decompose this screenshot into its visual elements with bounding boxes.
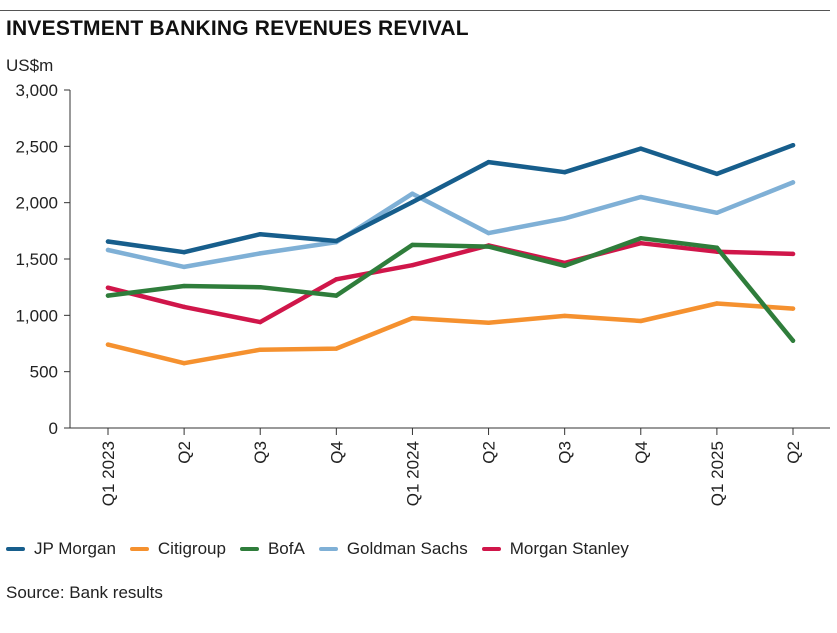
x-tick-label: Q2 xyxy=(480,441,499,464)
x-tick-label: Q3 xyxy=(251,441,270,464)
data-point-goldman-sachs xyxy=(410,191,415,196)
data-point-goldman-sachs xyxy=(486,230,491,236)
legend-swatch xyxy=(318,547,338,551)
legend-swatch xyxy=(129,547,149,551)
data-point-goldman-sachs xyxy=(790,180,796,185)
data-point-goldman-sachs xyxy=(714,210,720,216)
data-point-bofa xyxy=(181,283,187,289)
legend-label: BofA xyxy=(267,539,305,558)
x-tick-label: Q4 xyxy=(632,441,651,464)
legend: JP Morgan Citigroup BofA Goldman Sachs M… xyxy=(6,539,643,559)
y-tick-label: 3,000 xyxy=(15,81,58,100)
data-point-morgan-stanley xyxy=(790,251,796,257)
data-point-goldman-sachs xyxy=(181,264,187,270)
data-point-jp-morgan xyxy=(410,199,415,205)
legend-item-bofa: BofA xyxy=(239,539,305,559)
series-line-morgan-stanley xyxy=(105,240,796,325)
legend-item-goldman-sachs: Goldman Sachs xyxy=(318,539,468,559)
data-point-bofa xyxy=(105,293,111,298)
data-point-goldman-sachs xyxy=(638,194,643,200)
data-point-bofa xyxy=(562,263,567,268)
data-point-bofa xyxy=(486,244,491,249)
y-tick-label: 2,500 xyxy=(15,137,58,156)
legend-item-citigroup: Citigroup xyxy=(129,539,226,559)
data-point-morgan-stanley xyxy=(410,262,415,268)
data-point-citigroup xyxy=(181,361,187,366)
data-point-jp-morgan xyxy=(714,171,720,177)
chart-title: INVESTMENT BANKING REVENUES REVIVAL xyxy=(6,17,469,40)
data-point-citigroup xyxy=(334,346,339,351)
data-point-goldman-sachs xyxy=(258,251,263,256)
data-point-jp-morgan xyxy=(486,159,491,165)
data-point-citigroup xyxy=(410,315,415,321)
data-point-goldman-sachs xyxy=(562,216,567,221)
data-point-jp-morgan xyxy=(258,232,263,237)
legend-swatch xyxy=(6,547,25,551)
legend-label: Citigroup xyxy=(157,539,226,558)
data-point-citigroup xyxy=(258,347,263,352)
legend-label: Morgan Stanley xyxy=(509,539,629,558)
x-tick-label: Q1 2025 xyxy=(708,441,727,506)
data-point-jp-morgan xyxy=(562,170,567,175)
data-point-morgan-stanley xyxy=(181,304,187,310)
data-point-goldman-sachs xyxy=(105,247,111,253)
source-note: Source: Bank results xyxy=(6,583,163,602)
data-point-citigroup xyxy=(562,313,567,319)
data-point-bofa xyxy=(258,284,263,290)
data-point-citigroup xyxy=(790,306,796,311)
data-point-citigroup xyxy=(638,318,643,324)
x-tick-label: Q2 xyxy=(175,441,194,464)
legend-swatch xyxy=(481,547,501,551)
y-axis-unit: US$m xyxy=(6,56,54,75)
data-point-jp-morgan xyxy=(790,143,796,148)
data-point-citigroup xyxy=(105,342,111,347)
series-line-goldman-sachs xyxy=(105,180,796,270)
data-point-bofa xyxy=(714,245,720,250)
data-point-citigroup xyxy=(714,301,720,306)
series-line-bofa xyxy=(105,235,796,343)
series-line-citigroup xyxy=(105,301,796,366)
series-line-jp-morgan xyxy=(105,142,796,255)
y-tick-label: 2,000 xyxy=(15,194,58,213)
data-point-citigroup xyxy=(486,320,491,325)
x-tick-label: Q3 xyxy=(556,441,575,464)
data-point-morgan-stanley xyxy=(638,241,643,246)
data-point-bofa xyxy=(334,293,339,298)
data-point-morgan-stanley xyxy=(334,277,339,282)
y-tick-label: 1,500 xyxy=(15,250,58,269)
legend-swatch xyxy=(239,547,259,551)
data-point-jp-morgan xyxy=(638,146,643,151)
legend-label: Goldman Sachs xyxy=(346,539,468,558)
data-point-bofa xyxy=(410,242,415,248)
legend-item-morgan-stanley: Morgan Stanley xyxy=(481,539,629,559)
legend-label: JP Morgan xyxy=(34,539,116,558)
data-point-morgan-stanley xyxy=(105,285,111,290)
y-tick-label: 500 xyxy=(30,363,58,382)
x-tick-label: Q1 2023 xyxy=(99,441,118,506)
y-tick-label: 0 xyxy=(49,419,58,438)
data-point-bofa xyxy=(638,235,643,241)
data-point-jp-morgan xyxy=(334,238,339,244)
legend-item-jp-morgan: JP Morgan xyxy=(6,539,116,559)
data-point-jp-morgan xyxy=(105,239,111,244)
x-tick-label: Q1 2024 xyxy=(403,441,422,506)
x-tick-label: Q2 xyxy=(784,441,803,464)
x-tick-label: Q4 xyxy=(327,441,346,464)
y-tick-label: 1,000 xyxy=(15,306,58,325)
top-rule xyxy=(0,10,830,11)
data-point-jp-morgan xyxy=(181,250,187,255)
data-point-morgan-stanley xyxy=(258,319,263,325)
data-point-bofa xyxy=(790,338,796,343)
